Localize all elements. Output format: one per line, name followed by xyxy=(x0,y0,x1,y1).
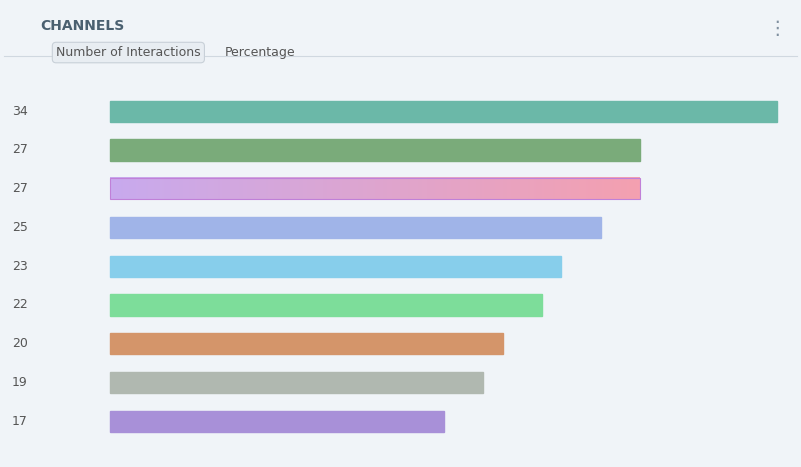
Text: 22: 22 xyxy=(12,298,28,311)
Text: 27: 27 xyxy=(12,143,28,156)
Text: 27: 27 xyxy=(12,182,28,195)
Text: CHANNELS: CHANNELS xyxy=(40,19,124,33)
Bar xyxy=(110,100,777,122)
Bar xyxy=(110,294,541,316)
Text: Number of Interactions: Number of Interactions xyxy=(56,46,201,59)
Bar xyxy=(110,333,502,354)
Text: 20: 20 xyxy=(12,337,28,350)
Bar xyxy=(110,178,640,199)
Text: 34: 34 xyxy=(12,105,28,118)
Bar xyxy=(110,255,562,277)
Bar xyxy=(110,139,640,161)
Text: 25: 25 xyxy=(12,221,28,234)
Text: ⋮: ⋮ xyxy=(767,19,787,38)
Bar xyxy=(110,410,444,432)
Text: 17: 17 xyxy=(12,415,28,428)
Text: 23: 23 xyxy=(12,260,28,273)
Text: Percentage: Percentage xyxy=(224,46,295,59)
Bar xyxy=(110,372,483,393)
Text: 19: 19 xyxy=(12,376,28,389)
Bar xyxy=(110,217,601,238)
